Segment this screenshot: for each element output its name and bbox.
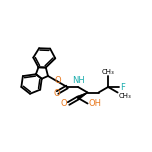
Polygon shape	[77, 93, 88, 100]
Text: OH: OH	[89, 99, 102, 108]
Text: CH₃: CH₃	[119, 93, 131, 100]
Text: F: F	[120, 83, 125, 92]
Text: O: O	[61, 99, 67, 108]
Text: CH₃: CH₃	[102, 69, 114, 75]
Text: NH: NH	[72, 76, 84, 85]
Text: O: O	[54, 76, 61, 85]
Text: O: O	[53, 89, 60, 98]
